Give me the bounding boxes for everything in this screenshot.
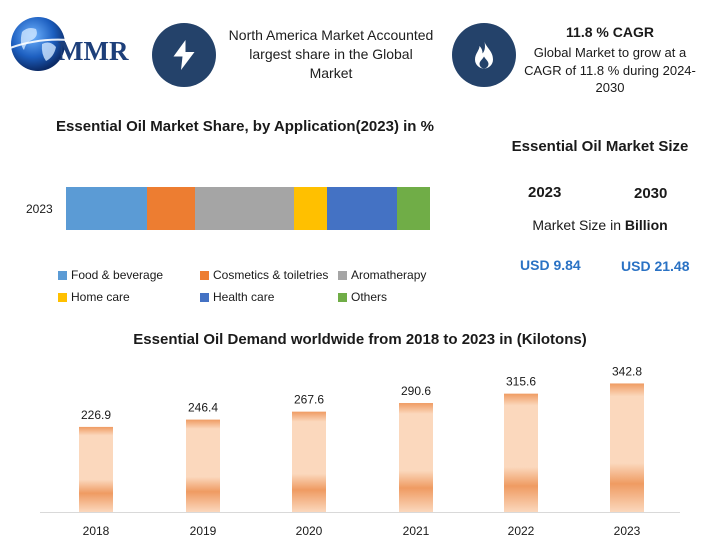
market-size-value-a: USD 9.84 <box>520 257 581 273</box>
cagr-title: 11.8 % CAGR <box>566 24 654 40</box>
demand-value-label: 290.6 <box>401 384 431 398</box>
legend-swatch <box>200 270 209 280</box>
highlight-badge <box>152 23 216 87</box>
demand-value-label: 267.6 <box>294 393 324 407</box>
legend-swatch <box>58 270 67 280</box>
legend-swatch <box>338 292 347 302</box>
logo-text: MMR <box>58 36 129 66</box>
legend-swatch <box>58 292 67 302</box>
legend-item: Cosmetics & toiletries <box>200 268 328 282</box>
demand-bar-2019 <box>186 419 220 512</box>
market-size-value-b: USD 21.48 <box>621 258 690 274</box>
demand-x-tick: 2019 <box>190 524 217 538</box>
flame-icon <box>475 40 493 69</box>
share-segment-3 <box>293 187 328 230</box>
demand-chart: 226.9 2018 246.4 2019 267.6 2020 290.6 2021 315.… <box>40 364 680 538</box>
market-size-subtitle-prefix: Market Size in <box>532 217 625 233</box>
legend-item: Others <box>338 290 387 304</box>
demand-bar-2023 <box>610 383 644 512</box>
legend-label: Home care <box>71 290 130 304</box>
demand-bar-2021 <box>399 403 433 512</box>
share-segment-5 <box>396 187 430 230</box>
globe-icon <box>9 17 69 71</box>
demand-value-label: 226.9 <box>81 408 111 422</box>
share-segment-1 <box>146 187 195 230</box>
demand-x-tick: 2023 <box>614 524 641 538</box>
legend-item: Food & beverage <box>58 268 163 282</box>
market-size-year-a: 2023 <box>528 184 562 201</box>
cagr-badge <box>452 23 516 87</box>
demand-value-label: 246.4 <box>188 401 218 415</box>
cagr-text: Global Market to grow at a CAGR of 11.8 … <box>524 45 696 96</box>
demand-value-label: 315.6 <box>506 375 536 389</box>
demand-bar-2020 <box>292 411 326 512</box>
legend-label: Others <box>351 290 388 304</box>
legend-item: Health care <box>200 290 274 304</box>
share-year-label: 2023 <box>26 202 53 216</box>
market-size-title: Essential Oil Market Size <box>511 138 689 155</box>
share-segment-2 <box>194 187 294 230</box>
share-segment-4 <box>327 187 397 230</box>
market-size-year-b: 2030 <box>634 185 668 202</box>
share-segment-0 <box>66 187 147 230</box>
demand-x-tick: 2022 <box>508 524 535 538</box>
demand-bar-2022 <box>504 393 538 512</box>
legend-item: Aromatherapy <box>338 268 426 282</box>
lightning-bolt-icon <box>173 40 195 70</box>
share-stacked-bar <box>66 187 430 230</box>
legend-label: Cosmetics & toiletries <box>213 268 329 282</box>
legend-swatch <box>200 292 209 302</box>
demand-value-label: 342.8 <box>612 364 642 378</box>
logo: MMR <box>8 14 138 76</box>
market-size-subtitle-unit: Billion <box>624 217 668 233</box>
demand-x-tick: 2018 <box>83 524 110 538</box>
legend-label: Health care <box>213 290 275 304</box>
legend-label: Food & beverage <box>71 268 164 282</box>
legend-label: Aromatherapy <box>351 268 427 282</box>
legend-swatch <box>338 270 347 280</box>
share-chart-title: Essential Oil Market Share, by Applicati… <box>56 118 434 135</box>
demand-x-tick: 2021 <box>403 524 430 538</box>
demand-x-tick: 2020 <box>296 524 323 538</box>
highlight-text: North America Market Accounted largest s… <box>228 27 434 81</box>
demand-chart-title: Essential Oil Demand worldwide from 2018… <box>133 331 587 348</box>
demand-bar-2018 <box>79 426 113 512</box>
market-size-subtitle: Market Size in Billion <box>505 217 695 233</box>
legend-item: Home care <box>58 290 130 304</box>
